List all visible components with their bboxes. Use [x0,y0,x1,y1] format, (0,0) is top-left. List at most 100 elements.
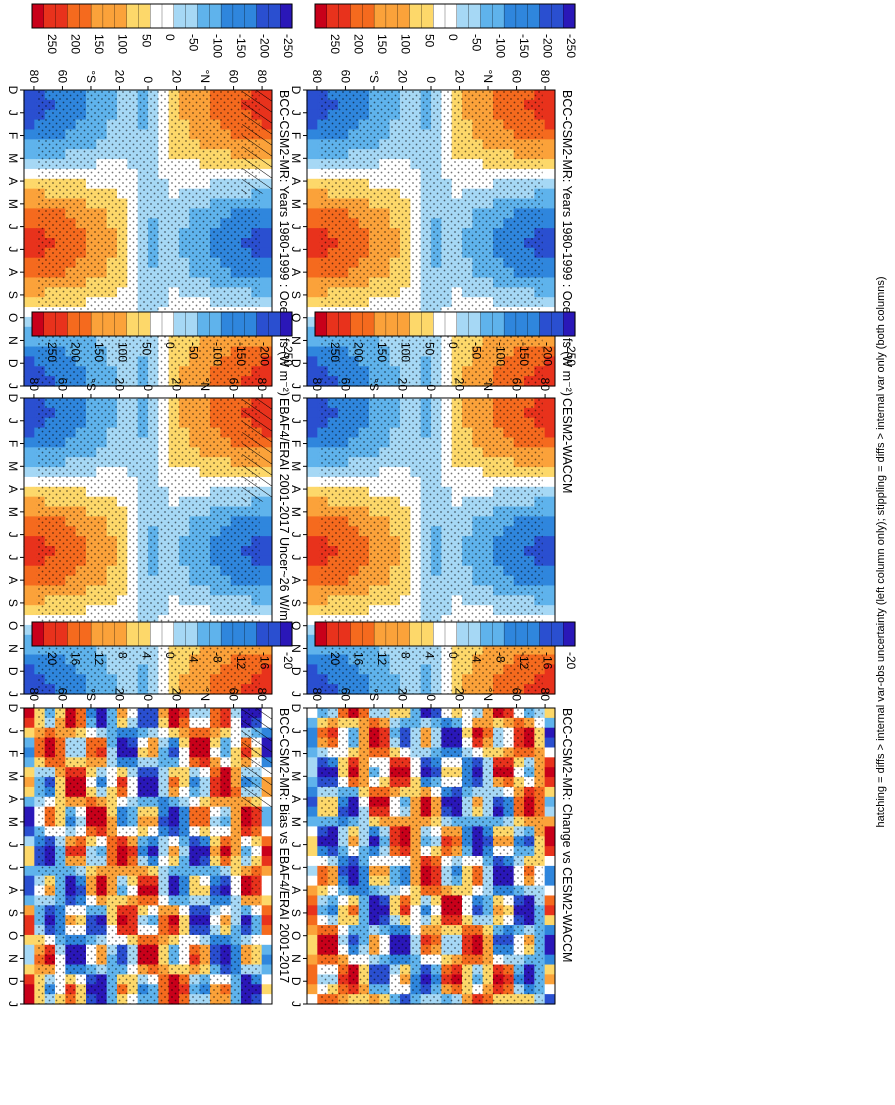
heat-cell [23,565,35,577]
y-tick-label: °S [367,378,381,391]
x-tick-label: J [6,110,20,116]
y-tick-label: 60 [227,378,241,392]
colorbar-bin [43,311,57,337]
heat-cell [306,905,318,916]
y-tick-label: °S [84,688,98,701]
x-tick-label: D [289,977,303,986]
colorbar-tick-label: 100 [116,34,130,54]
y-tick-label: 80 [310,70,324,84]
heat-cell [23,496,35,508]
colorbar-bin [385,311,399,337]
y-tick-label: 0 [141,76,155,83]
x-tick-label: D [289,704,303,713]
colorbar-tick-label: 0 [446,34,460,41]
heat-cell [306,496,318,508]
chart-panel-5: DJFMAMJJASONDJ8060°N20020°S6080BCC-CSM2-… [6,688,291,1007]
heat-cell [261,885,272,897]
heat-cell [261,654,272,665]
x-tick-label: J [289,728,303,734]
colorbar-bin [55,3,69,29]
colorbar-bin [503,311,517,337]
heat-cell [261,356,272,367]
heat-cell [306,356,318,367]
colorbar-frame [31,311,293,337]
heat-cell [544,526,555,537]
colorbar-bin [185,311,199,337]
colorbar-tick-label: 4 [139,652,153,659]
y-tick-label: 20 [112,378,126,392]
heat-cell [544,565,555,577]
x-tick-label: A [6,795,20,803]
heat-cell [23,336,35,348]
x-tick-label: J [289,842,303,848]
colorbar-tick-label: -150 [234,342,248,366]
heat-cell [23,846,35,857]
colorbar-bin [527,621,541,647]
heat-cell [306,417,318,429]
heat-cell [23,149,35,160]
colorbar-tick-label: -20 [564,652,578,670]
heat-cell [261,346,272,357]
x-tick-label: J [289,418,303,424]
heat-cell [261,934,272,946]
x-tick-label: A [289,886,303,894]
heat-cell [261,954,272,966]
colorbar-bin [563,311,576,337]
colorbar-bin [539,3,552,29]
heat-cell [544,139,555,150]
y-tick-label: 20 [170,378,184,392]
heat-cell [544,737,555,749]
heat-cell [261,605,272,616]
x-tick-label: O [6,931,20,940]
colorbar-tick-label: -200 [258,342,272,366]
colorbar-bin [173,621,187,647]
heat-cell [306,777,318,788]
heat-cell [23,297,35,308]
colorbar-tick-label: 250 [328,342,342,362]
heat-cell [23,277,35,288]
x-tick-label: S [289,909,303,917]
colorbar-bin [551,621,564,647]
heat-cell [261,915,272,926]
y-tick-label: °S [367,70,381,83]
heat-cell [23,856,35,867]
colorbar-tick-label: 100 [116,342,130,362]
colorbar-tick-label: -250 [564,342,578,366]
heat-cell [306,644,318,656]
heat-cell [306,457,318,468]
heat-cell [23,188,35,200]
heat-cell [544,398,555,409]
colorbar-bin [492,311,505,337]
colorbar-bin [480,3,493,29]
colorbar-bin [515,3,529,29]
y-tick-label: °S [84,70,98,83]
colorbar-tick-label: -150 [517,342,531,366]
colorbar-tick-label: 50 [139,342,153,356]
colorbar-tick-label: 200 [351,34,365,54]
colorbar-bin [480,311,493,337]
colorbar-bin [31,621,45,647]
heat-cell [544,708,555,719]
colorbar-tick-label: -150 [234,34,248,58]
heat-cell [544,376,555,387]
colorbar-frame [31,3,293,29]
y-tick-label: 80 [538,70,552,84]
x-tick-label: N [6,644,20,653]
x-tick-label: J [6,224,20,230]
colorbar-bin [456,3,470,29]
x-tick-label: M [6,771,20,781]
heat-cell [23,198,35,209]
heat-cell [544,198,555,209]
heat-cell [306,925,318,936]
colorbar-tick-label: -100 [210,34,224,58]
x-tick-label: N [6,954,20,963]
heat-cell [261,218,272,229]
colorbar-bin [150,621,163,647]
x-tick-label: D [6,86,20,95]
x-tick-label: A [289,177,303,185]
heat-cell [544,476,555,488]
colorbar-bin [373,621,387,647]
colorbar-tick-label: 150 [92,34,106,54]
colorbar-bin [539,621,552,647]
heat-cell [544,806,555,818]
